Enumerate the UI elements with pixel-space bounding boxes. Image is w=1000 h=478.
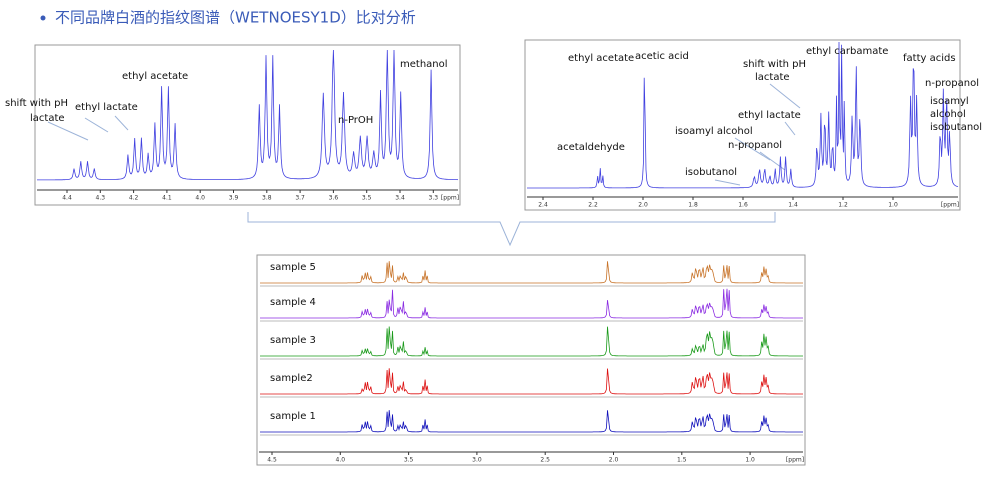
axis-unit: [ppm] [941, 202, 959, 209]
tick-label: 1.0 [888, 202, 898, 209]
slide-title: 不同品牌白酒的指纹图谱（WETNOESY1D）比对分析 [55, 9, 416, 27]
tick-label: 3.5 [404, 457, 414, 464]
peak-label: acetic acid [635, 51, 689, 62]
tick-label: 3.3 [429, 195, 439, 202]
spectrum [37, 49, 459, 181]
spectrum [260, 368, 803, 395]
tick-label: 3.6 [329, 195, 339, 202]
tick-label: 3.0 [472, 457, 482, 464]
tick-label: 4.0 [195, 195, 205, 202]
peak-label: fatty acids [903, 53, 956, 64]
peak-label: isobutanol [930, 122, 982, 133]
peak-label: acetaldehyde [557, 142, 625, 153]
spectrum [260, 326, 803, 357]
peak-label: n-PrOH [338, 115, 373, 126]
tick-label: 2.2 [588, 202, 598, 209]
tick-label: 3.7 [295, 195, 305, 202]
tick-label: 1.5 [677, 457, 687, 464]
spectrum [260, 288, 803, 319]
peak-label: n-propanol [728, 140, 782, 151]
peak-label: lactate [755, 72, 790, 83]
tick-label: 1.2 [838, 202, 848, 209]
tick-label: 4.5 [267, 457, 277, 464]
spectrum [260, 410, 803, 433]
peak-label: n-propanol [925, 78, 979, 89]
peak-label: isobutanol [685, 167, 737, 178]
tick-label: 1.8 [688, 202, 698, 209]
peak-label: alcohol [930, 109, 966, 120]
sample-label: sample 5 [270, 262, 316, 273]
tick-label: 4.0 [336, 457, 346, 464]
peak-label: isoamyl [930, 96, 969, 107]
peak-label: methanol [400, 59, 448, 70]
tick-label: 2.0 [609, 457, 619, 464]
panel-frame [34, 44, 461, 206]
peak-label: ethyl acetate [122, 71, 188, 82]
tick-label: 2.0 [638, 202, 648, 209]
tick-label: 4.2 [129, 195, 139, 202]
bullet [40, 15, 46, 21]
peak-label: shift with pH [743, 59, 806, 70]
tick-label: 4.4 [62, 195, 72, 202]
panel-frame [524, 39, 961, 211]
connector [247, 212, 776, 247]
tick-label: 1.0 [745, 457, 755, 464]
tick-label: 3.4 [395, 195, 405, 202]
axis-unit: [ppm] [441, 195, 459, 202]
peak-label: shift with pH [5, 98, 68, 109]
sample-label: sample 3 [270, 335, 316, 346]
spectrum [527, 41, 959, 189]
spectrum [260, 261, 803, 284]
sample-label: sample 1 [270, 411, 316, 422]
panel-frame [256, 254, 806, 466]
tick-label: 2.5 [540, 457, 550, 464]
peak-label: ethyl carbamate [806, 46, 888, 57]
tick-label: 3.8 [262, 195, 272, 202]
tick-label: 1.6 [738, 202, 748, 209]
axis-unit: [ppm] [786, 457, 804, 464]
sample-label: sample2 [270, 373, 313, 384]
tick-label: 4.1 [162, 195, 172, 202]
tick-label: 3.9 [229, 195, 239, 202]
tick-label: 1.4 [788, 202, 798, 209]
sample-label: sample 4 [270, 297, 316, 308]
arrows [47, 83, 801, 186]
peak-label: isoamyl alcohol [675, 126, 753, 137]
tick-label: 3.5 [362, 195, 372, 202]
peak-label: ethyl lactate [738, 110, 801, 121]
peak-label: ethyl acetate [568, 53, 634, 64]
tick-label: 4.3 [96, 195, 106, 202]
tick-label: 2.4 [538, 202, 548, 209]
peak-label: lactate [30, 113, 65, 124]
peak-label: ethyl lactate [75, 102, 138, 113]
